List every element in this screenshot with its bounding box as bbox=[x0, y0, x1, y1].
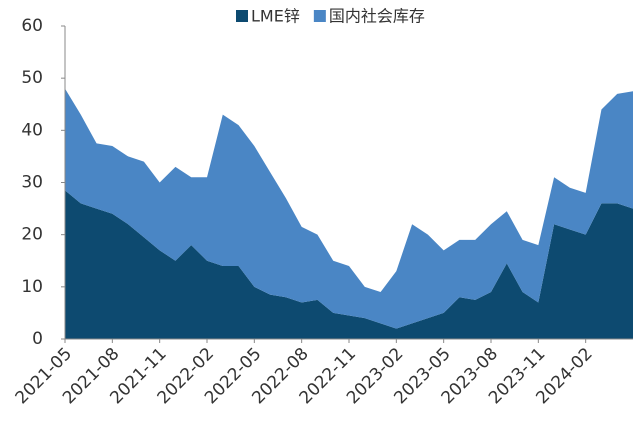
y-tick-label: 30 bbox=[21, 173, 43, 193]
y-tick-label: 40 bbox=[21, 120, 43, 140]
y-tick-label: 20 bbox=[21, 225, 43, 245]
y-tick-label: 50 bbox=[21, 68, 43, 88]
legend-label: 国内社会库存 bbox=[329, 7, 425, 26]
legend-swatch bbox=[313, 10, 326, 22]
y-tick-label: 60 bbox=[21, 16, 43, 36]
y-tick-label: 10 bbox=[21, 277, 43, 297]
legend-swatch bbox=[236, 10, 248, 22]
area bbox=[65, 88, 633, 329]
legend-label: LME锌 bbox=[251, 7, 300, 26]
y-tick-label: 0 bbox=[32, 329, 43, 349]
area bbox=[65, 190, 633, 339]
